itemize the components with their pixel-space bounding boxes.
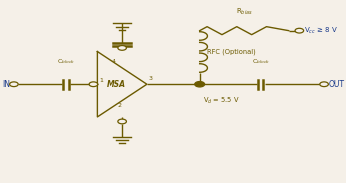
Circle shape <box>118 46 126 50</box>
Text: R$_{bias}$: R$_{bias}$ <box>236 7 253 17</box>
Text: OUT: OUT <box>328 80 344 89</box>
Text: IN: IN <box>2 80 10 89</box>
Circle shape <box>89 82 98 87</box>
Text: V$_{cc}$ ≥ 8 V: V$_{cc}$ ≥ 8 V <box>304 26 338 36</box>
Circle shape <box>195 81 204 87</box>
Circle shape <box>320 82 328 87</box>
Text: 4: 4 <box>111 59 116 64</box>
Circle shape <box>118 119 126 124</box>
Text: C$_{block}$: C$_{block}$ <box>252 57 270 66</box>
Text: V$_d$ = 5.5 V: V$_d$ = 5.5 V <box>203 96 240 106</box>
Text: C$_{block}$: C$_{block}$ <box>57 57 75 66</box>
Text: RFC (Optional): RFC (Optional) <box>207 49 256 55</box>
Text: 1: 1 <box>99 78 103 83</box>
Circle shape <box>295 28 304 33</box>
Circle shape <box>10 82 18 87</box>
Text: 3: 3 <box>148 76 153 81</box>
Text: 2: 2 <box>118 103 122 108</box>
Text: MSA: MSA <box>107 80 126 89</box>
